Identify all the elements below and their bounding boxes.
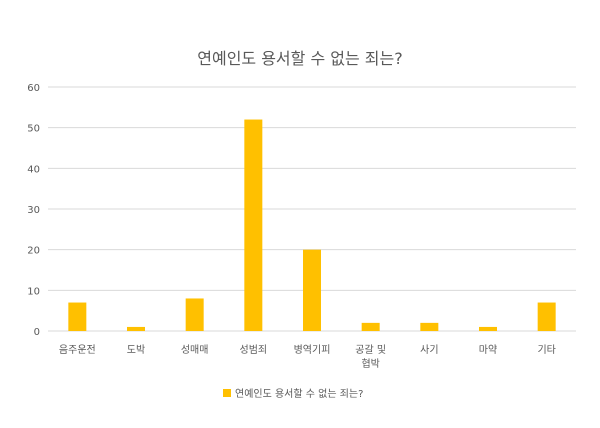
x-tick-label: 음주운전 xyxy=(59,344,96,356)
x-tick-label-line: 성범죄 xyxy=(240,344,268,356)
y-axis-ticks: 0 10 20 30 40 50 60 xyxy=(27,83,40,338)
x-tick-label: 마약 xyxy=(479,344,497,356)
x-tick-label-line: 협박 xyxy=(361,357,379,370)
x-tick-label: 공갈 및 협박 xyxy=(355,343,386,370)
x-tick-label-line: 성매매 xyxy=(181,344,209,356)
x-tick-label-line: 마약 xyxy=(479,344,497,356)
x-axis-ticks: 음주운전 도박 성매매 성범죄 병역기피 공갈 및 협박 사기 마약 기타 xyxy=(59,343,556,370)
x-tick-label-line: 사기 xyxy=(420,344,438,356)
x-tick-label: 병역기피 xyxy=(294,344,331,356)
x-tick-label-line: 기타 xyxy=(537,344,555,356)
bar-3 xyxy=(185,298,204,331)
y-tick-label: 60 xyxy=(27,83,40,94)
y-tick-label: 40 xyxy=(27,164,40,175)
legend: 연예인도 용서할 수 없는 죄는? xyxy=(223,387,363,400)
x-tick-label-line: 도박 xyxy=(127,344,145,356)
x-tick-label: 도박 xyxy=(127,344,145,356)
bar-4 xyxy=(244,119,263,332)
bar-8 xyxy=(479,326,497,331)
y-tick-label: 0 xyxy=(34,327,40,338)
legend-label: 연예인도 용서할 수 없는 죄는? xyxy=(235,387,363,400)
y-tick-label: 10 xyxy=(27,286,40,297)
bar-5 xyxy=(303,249,321,331)
bar-7 xyxy=(420,322,439,331)
bar-2 xyxy=(127,326,145,331)
x-tick-label: 성매매 xyxy=(181,344,209,356)
y-tick-label: 30 xyxy=(27,205,40,216)
bar-6 xyxy=(361,322,380,331)
x-tick-label: 기타 xyxy=(537,344,555,356)
y-tick-label: 50 xyxy=(27,124,40,135)
x-tick-label-line: 병역기피 xyxy=(294,344,331,356)
x-tick-label-line: 음주운전 xyxy=(59,344,96,356)
bar-1 xyxy=(68,302,87,331)
chart-title: 연예인도 용서할 수 없는 죄는? xyxy=(197,49,402,68)
bars xyxy=(68,119,556,332)
x-tick-label: 사기 xyxy=(420,344,438,356)
y-tick-label: 20 xyxy=(27,246,40,257)
x-tick-label: 성범죄 xyxy=(240,344,268,356)
x-tick-label-line: 공갈 및 xyxy=(355,343,386,356)
legend-swatch xyxy=(223,389,231,397)
bar-9 xyxy=(537,302,556,331)
